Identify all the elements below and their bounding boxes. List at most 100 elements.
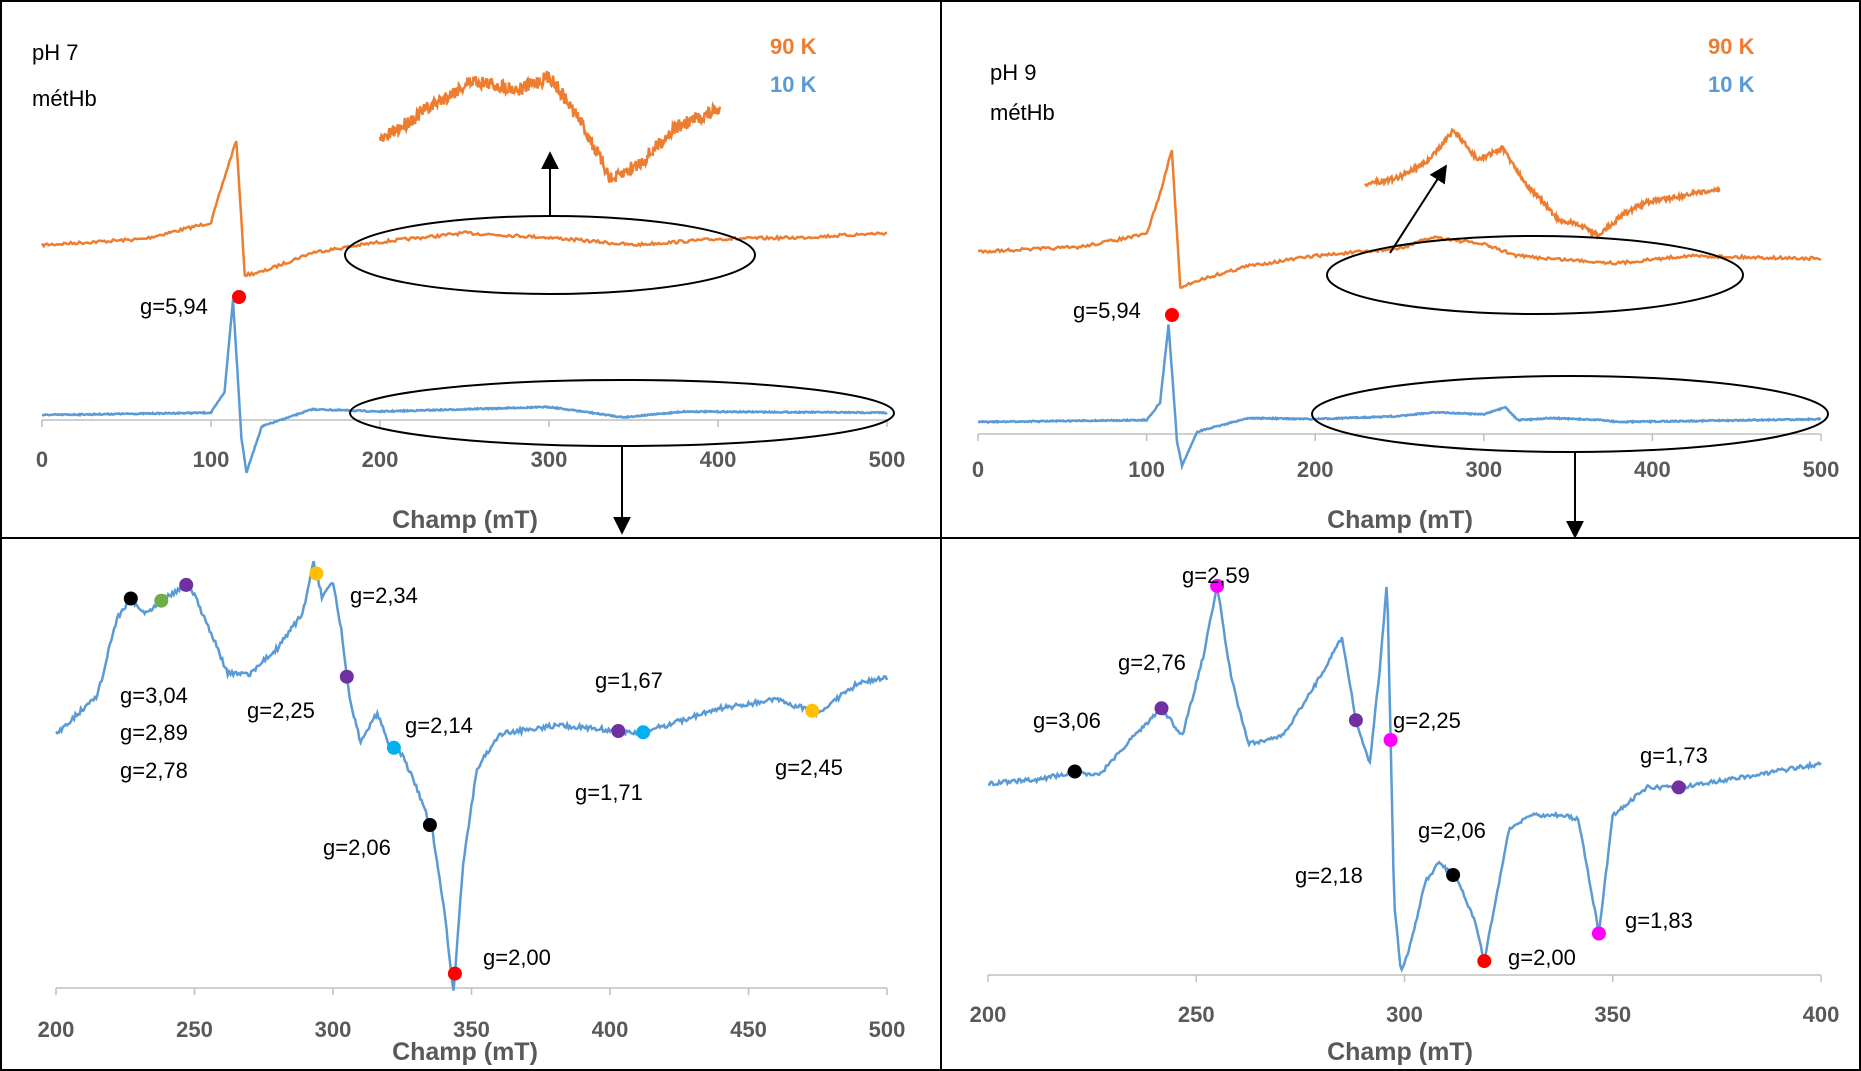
g-marker: [179, 577, 194, 592]
g-label-2-78: g=2,78: [120, 758, 188, 783]
legend-10k: 10 K: [1708, 72, 1755, 97]
x-axis-title: Champ (mT): [392, 506, 538, 534]
x-tick-label: 0: [36, 447, 48, 472]
legend-90k: 90 K: [1708, 34, 1755, 59]
g-label-2-89: g=2,89: [120, 720, 188, 745]
g-label-1-67: g=1,67: [595, 668, 663, 693]
g-label-1-71: g=1,71: [575, 780, 643, 805]
g-label-2-25: g=2,25: [247, 698, 315, 723]
g-marker-5-94: [1165, 308, 1179, 322]
sample-label-protein: métHb: [990, 100, 1055, 125]
series-90k-line: [40, 140, 888, 278]
g-marker: [1348, 713, 1363, 728]
g-label-3-06: g=3,06: [1033, 708, 1101, 733]
g-marker: [123, 591, 138, 606]
x-tick-label: 200: [970, 1002, 1007, 1027]
x-tick-label: 250: [176, 1017, 213, 1042]
x-tick-label: 500: [1803, 457, 1840, 482]
x-tick-label: 400: [1634, 457, 1671, 482]
g-label-1-73: g=1,73: [1640, 743, 1708, 768]
g-marker: [386, 740, 401, 755]
g-marker: [1210, 578, 1225, 593]
sample-label-protein: métHb: [32, 86, 97, 111]
g-label-1-83: g=1,83: [1625, 908, 1693, 933]
x-axis-title: Champ (mT): [392, 1038, 538, 1066]
x-tick-label: 300: [1386, 1002, 1423, 1027]
highlight-ellipse-90k: [1326, 235, 1744, 315]
g-marker: [1671, 780, 1686, 795]
series-10k-line: [55, 560, 889, 991]
g-marker: [339, 669, 354, 684]
g-label-2-18: g=2,18: [1295, 863, 1363, 888]
panel-ph9-top: pH 9 métHb 90 K 10 K 0 100 200 300 400 500 Ch…: [972, 34, 1839, 539]
x-ticks: 200 250 300 350 400: [970, 975, 1840, 1027]
x-tick-label: 250: [1178, 1002, 1215, 1027]
g-marker: [422, 818, 437, 832]
x-tick-label: 350: [453, 1017, 490, 1042]
g-marker-5-94: [232, 290, 246, 304]
highlight-ellipse-90k: [344, 215, 756, 295]
x-tick-label: 400: [1803, 1002, 1840, 1027]
series-90k-line: [977, 149, 1822, 289]
x-ticks: 200 250 300 350 400 450 500: [38, 988, 906, 1042]
legend-10k: 10 K: [770, 72, 817, 97]
g-marker: [1383, 733, 1398, 747]
x-axis-title: Champ (mT): [1327, 1038, 1473, 1066]
series-10k-line: [988, 586, 1822, 973]
x-tick-label: 300: [531, 447, 568, 472]
x-ticks: 0 100 200 300 400 500: [972, 434, 1839, 482]
g-marker: [1446, 868, 1461, 882]
g-label-2-06: g=2,06: [323, 835, 391, 860]
x-tick-label: 300: [315, 1017, 352, 1042]
g-label-2-59: g=2,59: [1182, 563, 1250, 588]
g-marker: [447, 966, 462, 981]
g-label-2-76: g=2,76: [1118, 650, 1186, 675]
x-tick-label: 200: [1297, 457, 1334, 482]
x-tick-label: 200: [38, 1017, 75, 1042]
zoom-inset-90k-line: [378, 70, 722, 183]
g-value-markers: [123, 566, 820, 981]
x-ticks: 0 100 200 300 400 500: [36, 420, 905, 472]
x-tick-label: 300: [1465, 457, 1502, 482]
g-marker: [1067, 764, 1082, 779]
panel-ph7-top: pH 7 métHb 90 K 10 K 0 100 200 300 400 500 Ch…: [32, 34, 905, 535]
x-tick-label: 100: [1128, 457, 1165, 482]
g-label-2-00: g=2,00: [483, 945, 551, 970]
arrow-to-inset: [1389, 164, 1447, 254]
g-label-5-94: g=5,94: [140, 294, 208, 319]
g-label-3-04: g=3,04: [120, 683, 188, 708]
legend-90k: 90 K: [770, 34, 817, 59]
g-marker: [611, 724, 626, 738]
g-label-2-45: g=2,45: [775, 755, 843, 780]
g-marker: [1154, 701, 1169, 716]
panel-ph7-zoom: 200 250 300 350 400 450 500 Champ (mT) g=2,34 …: [38, 560, 906, 1066]
x-tick-label: 200: [362, 447, 399, 472]
g-value-markers: [1067, 578, 1686, 969]
g-marker: [1477, 954, 1492, 969]
x-tick-label: 0: [972, 457, 984, 482]
panel-ph9-zoom: 200 250 300 350 400 Champ (mT) g=2,59 g=2,76…: [970, 563, 1840, 1066]
x-tick-label: 400: [700, 447, 737, 472]
g-marker: [1591, 926, 1606, 941]
x-tick-label: 100: [193, 447, 230, 472]
series-10k-line: [42, 299, 888, 474]
zoom-inset-90k-line: [1364, 127, 1721, 240]
x-tick-label: 450: [730, 1017, 767, 1042]
series-10k-line: [978, 324, 1822, 471]
highlight-ellipse-10k: [1311, 375, 1829, 453]
x-tick-label: 350: [1594, 1002, 1631, 1027]
g-label-2-14: g=2,14: [405, 713, 473, 738]
g-label-5-94: g=5,94: [1073, 298, 1141, 323]
g-label-2-00: g=2,00: [1508, 945, 1576, 970]
x-axis-title: Champ (mT): [1327, 506, 1473, 534]
sample-label-ph: pH 9: [990, 60, 1036, 85]
g-marker: [309, 566, 324, 581]
x-tick-label: 500: [869, 447, 906, 472]
x-tick-label: 500: [869, 1017, 906, 1042]
x-tick-label: 400: [592, 1017, 629, 1042]
g-label-2-34: g=2,34: [350, 583, 418, 608]
g-label-2-06: g=2,06: [1418, 818, 1486, 843]
g-label-2-25: g=2,25: [1393, 708, 1461, 733]
